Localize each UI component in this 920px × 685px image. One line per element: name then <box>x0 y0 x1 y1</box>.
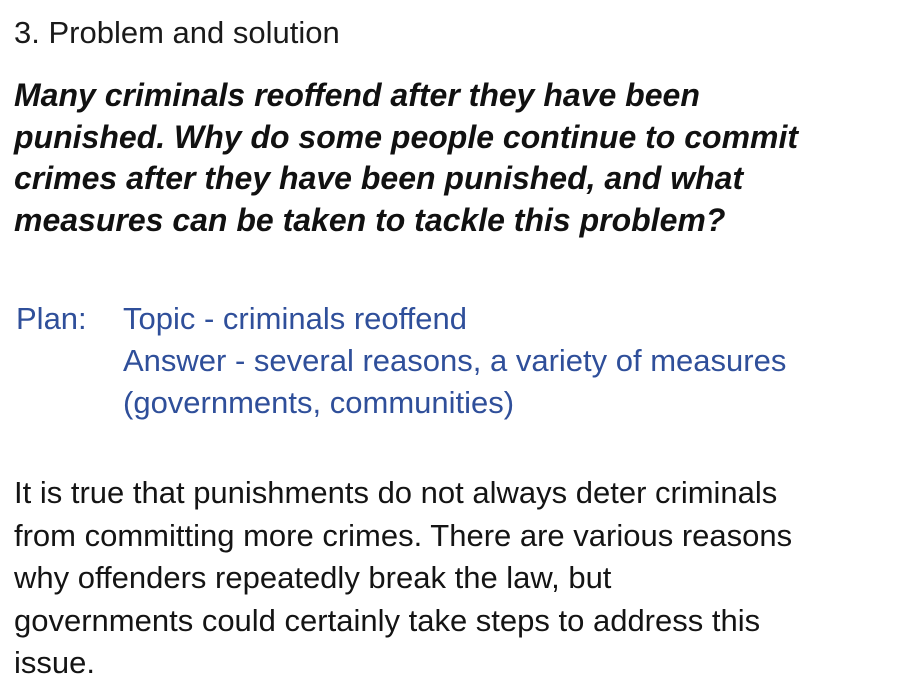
document-page: 3. Problem and solution Many criminals r… <box>14 0 914 681</box>
question-line: measures can be taken to tackle this pro… <box>14 201 726 238</box>
plan-line: Answer - several reasons, a variety of m… <box>123 343 787 378</box>
question-line: Many criminals reoffend after they have … <box>14 77 700 113</box>
paragraph-line: governments could certainly take steps t… <box>14 602 761 638</box>
plan-label: Plan: <box>16 301 87 336</box>
paragraph-line: It is true that punishments do not alway… <box>14 475 778 510</box>
essay-question: Many criminals reoffend after they have … <box>14 75 914 241</box>
paragraph-line: why offenders repeatedly break the law, … <box>14 560 612 595</box>
question-line: crimes after they have been punished, an… <box>14 160 744 196</box>
paragraph-line: from committing more crimes. There are v… <box>14 517 793 553</box>
paragraph-line: issue. <box>14 645 95 680</box>
plan-line: Topic - criminals reoffend <box>123 301 468 336</box>
plan-line: (governments, communities) <box>123 385 515 420</box>
question-line: punished. Why do some people continue to… <box>14 118 799 155</box>
introduction-paragraph: It is true that punishments do not alway… <box>14 472 920 685</box>
plan-body: Topic - criminals reoffend Answer - seve… <box>123 298 913 424</box>
section-heading: 3. Problem and solution <box>14 15 340 50</box>
